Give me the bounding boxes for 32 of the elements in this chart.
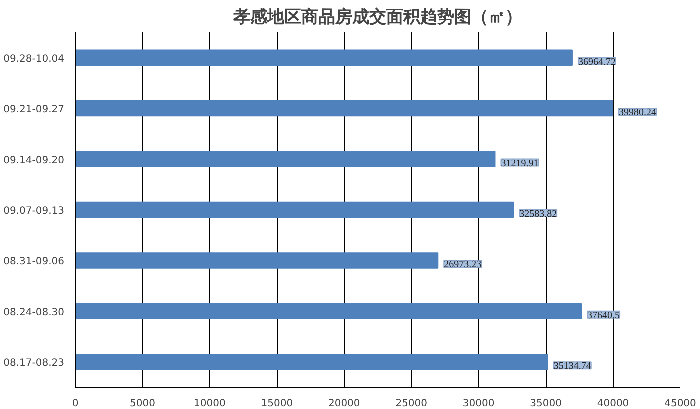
bar [76, 151, 496, 168]
data-label: 36964.72 [578, 56, 616, 68]
bar [76, 252, 439, 269]
y-tick-label: 08.17-08.23 [4, 358, 65, 370]
data-label: 31219.91 [501, 158, 539, 170]
x-tick-label: 15000 [261, 398, 294, 409]
x-tick-label: 5000 [130, 398, 156, 409]
data-label: 39980.24 [619, 108, 657, 119]
x-tick-label: 45000 [664, 398, 696, 409]
data-label: 26973.23 [444, 260, 482, 271]
x-tick-label: 20000 [328, 398, 360, 409]
bar [76, 202, 514, 218]
bar [76, 354, 548, 370]
data-label: 35134.74 [554, 361, 592, 372]
chart-title: 孝感地区商品房成交面积趋势图（㎡） [232, 8, 522, 28]
y-tick-label: 09.21-09.27 [4, 104, 65, 116]
data-label: 32583.82 [520, 209, 558, 220]
data-label: 37640.5 [588, 310, 620, 322]
y-tick-label: 09.14-09.20 [4, 155, 65, 166]
x-tick-label: 10000 [194, 398, 226, 409]
y-tick-label: 09.28-10.04 [4, 54, 65, 65]
x-tick-label: 35000 [530, 398, 562, 409]
bar [76, 100, 614, 117]
x-tick-label: 25000 [396, 398, 428, 409]
x-tick-label: 40000 [597, 398, 630, 409]
y-tick-label: 08.24-08.30 [4, 307, 65, 318]
bar [76, 303, 582, 320]
bar [76, 50, 573, 66]
y-tick-label: 08.31-09.06 [4, 256, 65, 268]
x-tick-label: 30000 [462, 398, 495, 409]
x-tick-label: 0 [72, 398, 79, 409]
y-tick-label: 09.07-09.13 [4, 206, 65, 217]
